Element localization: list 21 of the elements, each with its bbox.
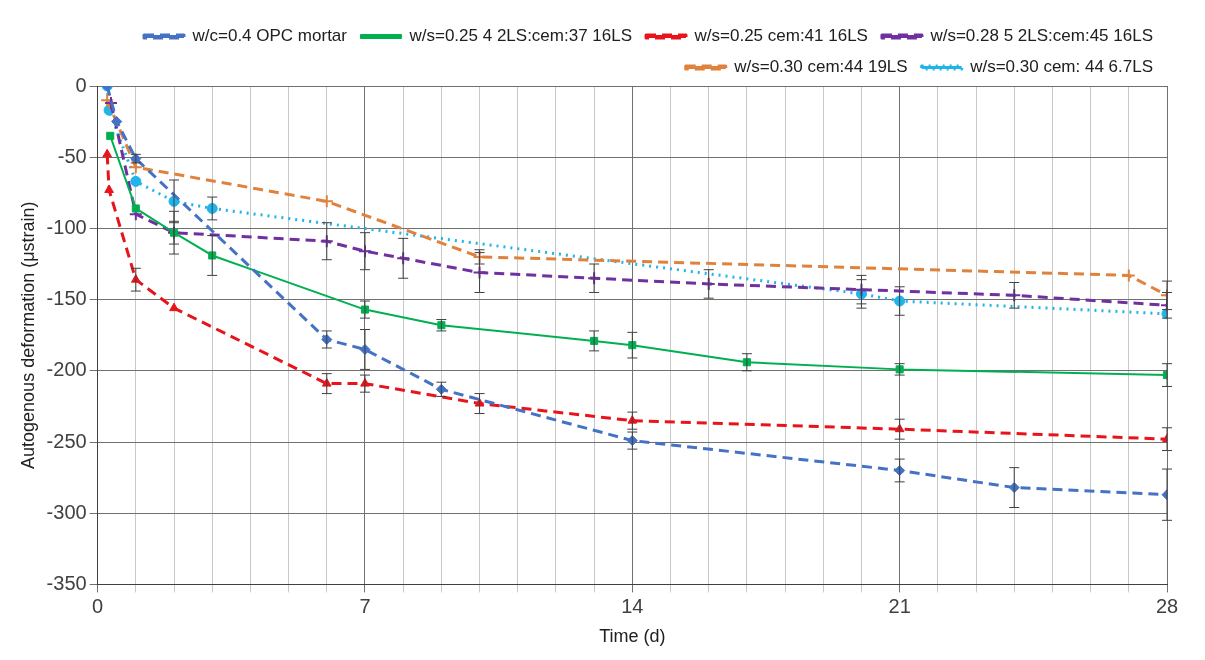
- x-tick-label: 14: [621, 594, 644, 617]
- legend-label: w/s=0.28 5 2LS:cem:45 16LS: [929, 26, 1153, 46]
- x-tick-label: 28: [1155, 594, 1179, 617]
- y-tick-label: -100: [46, 215, 87, 238]
- y-tick-label: -200: [46, 358, 87, 381]
- legend-label: w/s=0.30 cem: 44 6.7LS: [969, 57, 1153, 77]
- legend-label: w/s=0.25 4 2LS:cem:37 16LS: [408, 26, 633, 46]
- y-tick-label: -250: [46, 429, 87, 452]
- x-tick-label: 0: [92, 594, 104, 617]
- y-tick-label: -300: [46, 500, 87, 523]
- y-tick-label: -350: [46, 571, 87, 594]
- legend-label: w/s=0.30 cem:44 19LS: [733, 57, 908, 77]
- y-tick-label: -150: [46, 287, 87, 310]
- y-axis-title: Autogenous deformation (μstrain): [17, 201, 38, 469]
- x-tick-label: 7: [359, 594, 371, 617]
- y-tick-label: -50: [57, 144, 87, 167]
- y-tick-label: 0: [75, 73, 87, 96]
- x-axis-title: Time (d): [599, 626, 666, 647]
- legend-label: w/s=0.25 cem:41 16LS: [693, 26, 868, 46]
- legend-label: w/c=0.4 OPC mortar: [191, 26, 348, 46]
- x-tick-label: 21: [888, 594, 911, 617]
